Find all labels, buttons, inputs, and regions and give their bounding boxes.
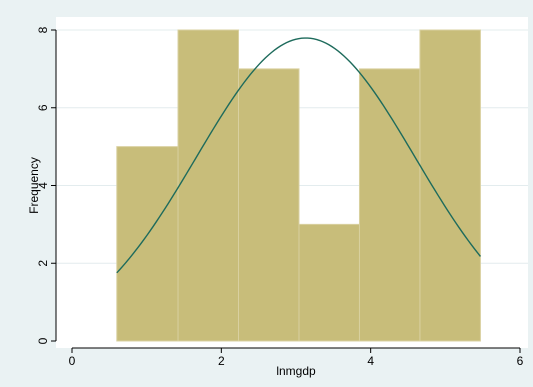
axes: 0 2 4 6 8 0 2 4 6 bbox=[36, 26, 524, 368]
histogram-bar-4 bbox=[298, 223, 360, 342]
x-axis-title: lnmgdp bbox=[276, 364, 316, 378]
histogram-bar-5 bbox=[358, 68, 421, 342]
y-tick-label-6: 6 bbox=[36, 104, 50, 111]
x-tick-label-2: 2 bbox=[218, 354, 225, 368]
histogram-bar-1 bbox=[116, 146, 179, 342]
y-tick-label-8: 8 bbox=[36, 26, 50, 33]
x-tick-label-0: 0 bbox=[69, 354, 76, 368]
histogram-bar-6 bbox=[419, 29, 481, 342]
histogram-bars bbox=[116, 29, 481, 342]
y-tick-label-0: 0 bbox=[36, 337, 50, 344]
histogram-bar-2 bbox=[177, 29, 240, 342]
x-tick-label-6: 6 bbox=[517, 354, 524, 368]
y-axis-title: Frequency bbox=[27, 157, 41, 214]
histogram-bar-3 bbox=[238, 68, 300, 342]
x-tick-label-4: 4 bbox=[367, 354, 374, 368]
y-tick-label-4: 4 bbox=[36, 182, 50, 189]
y-tick-label-2: 2 bbox=[36, 260, 50, 267]
normal-curve bbox=[116, 37, 481, 274]
normal-density-curve bbox=[116, 37, 481, 274]
